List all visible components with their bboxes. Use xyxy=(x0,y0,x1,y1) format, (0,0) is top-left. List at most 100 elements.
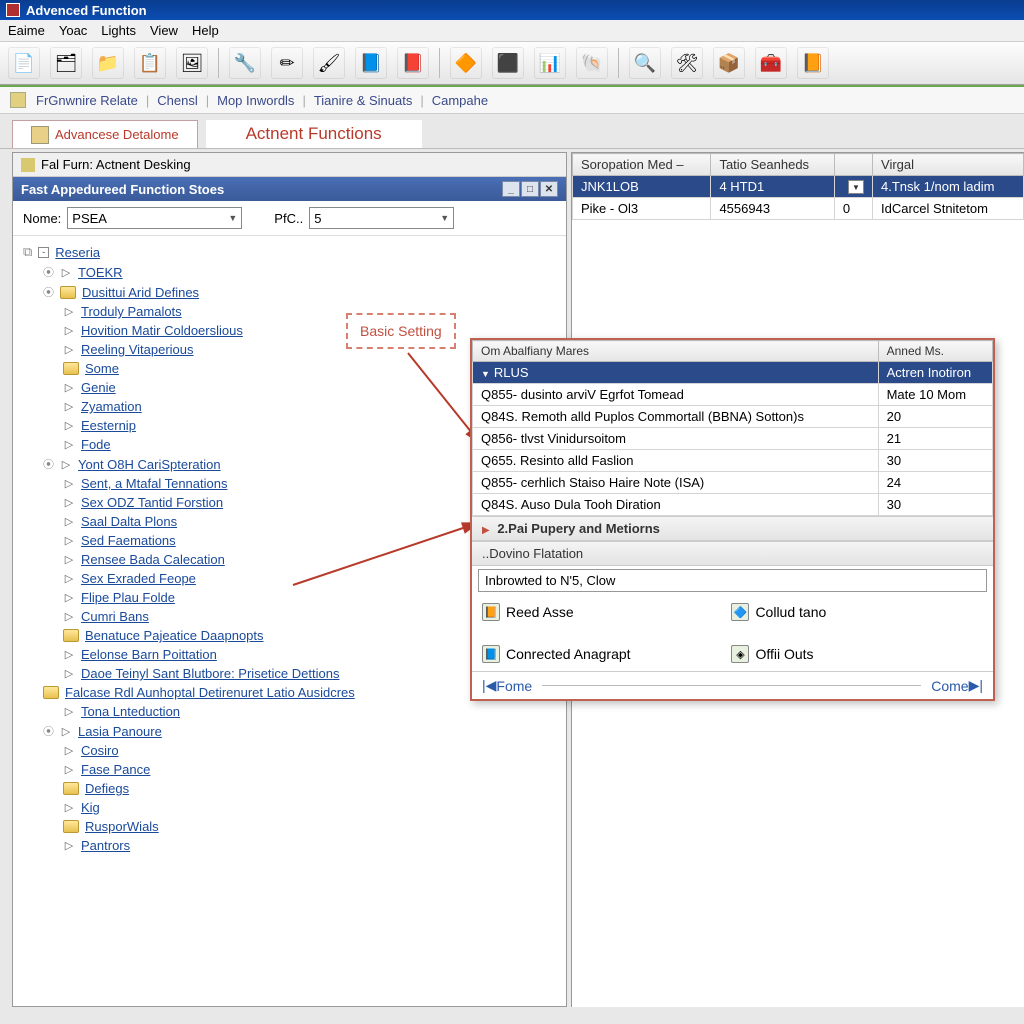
tree-label[interactable]: Dusittui Arid Defines xyxy=(82,285,199,300)
tree-label[interactable]: Sex Exraded Feope xyxy=(81,571,196,586)
nav-prev[interactable]: Fome xyxy=(496,678,532,694)
toolbar-button[interactable]: ⬛ xyxy=(492,47,524,79)
tree-label[interactable]: Reseria xyxy=(55,245,100,260)
tree-label[interactable]: Fase Pance xyxy=(81,762,150,777)
tree-label[interactable]: Rensee Bada Calecation xyxy=(81,552,225,567)
table-row[interactable]: Q856- tlvst Vinidursoitom21 xyxy=(473,428,993,450)
nav-last[interactable]: ▶| xyxy=(969,677,983,694)
tree-item[interactable]: ▷Fase Pance xyxy=(63,760,556,779)
tree-label[interactable]: Flipe Plau Folde xyxy=(81,590,175,605)
nav-first[interactable]: |◀ xyxy=(482,677,496,694)
name-combo[interactable]: PSEA ▼ xyxy=(67,207,242,229)
tree-label[interactable]: Some xyxy=(85,361,119,376)
tree-label[interactable]: Pantrors xyxy=(81,838,130,853)
tab-active[interactable]: Advancese Detalome xyxy=(12,120,198,148)
toolbar-button[interactable]: 📘 xyxy=(355,47,387,79)
toolbar-button[interactable]: 🔶 xyxy=(450,47,482,79)
table-row[interactable]: Pike - Ol345569430IdCarcel Stnitetom xyxy=(573,198,1024,220)
linkbar-link[interactable]: Chensl xyxy=(157,93,197,108)
tree-item[interactable]: ▷Troduly Pamalots xyxy=(63,302,556,321)
toolbar-button[interactable]: 🔧 xyxy=(229,47,261,79)
tree-label[interactable]: Saal Dalta Plons xyxy=(81,514,177,529)
table-row[interactable]: Q655. Resinto alld Faslion30 xyxy=(473,450,993,472)
column-header[interactable]: Tatio Seanheds xyxy=(711,154,834,176)
tab-secondary[interactable]: Actnent Functions xyxy=(206,120,422,148)
tree-label[interactable]: Tona Lnteduction xyxy=(81,704,180,719)
minimize-button[interactable]: _ xyxy=(502,181,520,197)
toolbar-button[interactable]: 🧰 xyxy=(755,47,787,79)
close-button[interactable]: ✕ xyxy=(540,181,558,197)
menu-item[interactable]: Help xyxy=(192,23,219,38)
linkbar-link[interactable]: Campahe xyxy=(432,93,488,108)
linkbar-link[interactable]: Mop Inwordls xyxy=(217,93,294,108)
tree-item[interactable]: Defiegs xyxy=(63,779,556,798)
table-row[interactable]: Q84S. Auso Dula Tooh Diration30 xyxy=(473,494,993,516)
table-row[interactable]: Q855- cerhlich Staiso Haire Note (ISA)24 xyxy=(473,472,993,494)
tree-label[interactable]: Sed Faemations xyxy=(81,533,176,548)
popup-action[interactable]: 🔷Collud tano xyxy=(731,603,956,621)
table-row[interactable]: ▼RLUSActren Inotiron xyxy=(473,362,993,384)
table-row[interactable]: Q84S. Remoth alld Puplos Commortall (BBN… xyxy=(473,406,993,428)
tree-label[interactable]: Genie xyxy=(81,380,116,395)
tree-item[interactable]: ⦿▷TOEKR xyxy=(43,262,556,282)
tree-label[interactable]: Lasia Panoure xyxy=(78,724,162,739)
tree-item[interactable]: ▷Cosiro xyxy=(63,741,556,760)
tree-item[interactable]: ⧉-Reseria xyxy=(23,242,556,262)
toolbar-button[interactable]: 🖌 xyxy=(313,47,345,79)
toolbar-button[interactable]: 🔍 xyxy=(629,47,661,79)
toolbar-button[interactable]: 🐚 xyxy=(576,47,608,79)
tree-label[interactable]: Zyamation xyxy=(81,399,142,414)
tree-label[interactable]: Benatuce Pajeatice Daapnopts xyxy=(85,628,264,643)
tree-label[interactable]: Falcase Rdl Aunhoptal Detirenuret Latio … xyxy=(65,685,355,700)
toolbar-button[interactable]: 📊 xyxy=(534,47,566,79)
tree-label[interactable]: Cumri Bans xyxy=(81,609,149,624)
tree-label[interactable]: Sex ODZ Tantid Forstion xyxy=(81,495,223,510)
tree-item[interactable]: ▷Tona Lnteduction xyxy=(63,702,556,721)
toolbar-button[interactable]: 🖼 xyxy=(176,47,208,79)
results-table[interactable]: Soropation Med –Tatio SeanhedsVirgal JNK… xyxy=(572,153,1024,220)
tree-label[interactable]: RusporWials xyxy=(85,819,159,834)
popup-input[interactable] xyxy=(478,569,987,592)
toolbar-button[interactable]: 🗂 xyxy=(50,47,82,79)
linkbar-link[interactable]: FrGnwnire Relate xyxy=(36,93,138,108)
linkbar-link[interactable]: Tianire & Sinuats xyxy=(314,93,413,108)
tree-label[interactable]: Kig xyxy=(81,800,100,815)
column-header[interactable]: Soropation Med – xyxy=(573,154,711,176)
dropdown-caret-icon[interactable]: ▼ xyxy=(848,180,864,194)
toolbar-button[interactable]: 📙 xyxy=(797,47,829,79)
tree-item[interactable]: ⦿Dusittui Arid Defines xyxy=(43,282,556,302)
tree-label[interactable]: Eelonse Barn Poittation xyxy=(81,647,217,662)
menu-item[interactable]: Yoac xyxy=(59,23,87,38)
column-header[interactable]: Virgal xyxy=(873,154,1024,176)
toolbar-button[interactable]: 📋 xyxy=(134,47,166,79)
column-header[interactable] xyxy=(834,154,872,176)
tree-label[interactable]: Reeling Vitaperious xyxy=(81,342,194,357)
tree-label[interactable]: Daoe Teinyl Sant Blutbore: Prisetice Det… xyxy=(81,666,339,681)
tree-label[interactable]: TOEKR xyxy=(78,265,123,280)
toolbar-button[interactable]: 📄 xyxy=(8,47,40,79)
tree-label[interactable]: Eesternip xyxy=(81,418,136,433)
tree-item[interactable]: RusporWials xyxy=(63,817,556,836)
popup-col-1[interactable]: Om Abalfiany Mares xyxy=(473,341,879,362)
tree-item[interactable]: ⦿▷Lasia Panoure xyxy=(43,721,556,741)
tree-label[interactable]: Cosiro xyxy=(81,743,119,758)
toolbar-button[interactable]: 📕 xyxy=(397,47,429,79)
tree-item[interactable]: ▷Pantrors xyxy=(63,836,556,855)
maximize-button[interactable]: □ xyxy=(521,181,539,197)
tree-expander[interactable]: - xyxy=(38,247,49,258)
nav-next[interactable]: Come xyxy=(931,678,968,694)
tree-label[interactable]: Hovition Matir Coldoerslious xyxy=(81,323,243,338)
menu-item[interactable]: Lights xyxy=(101,23,136,38)
popup-action[interactable]: ◈Offii Outs xyxy=(731,645,956,663)
popup-action[interactable]: 📘Conrected Anagrapt xyxy=(482,645,707,663)
toolbar-button[interactable]: 📦 xyxy=(713,47,745,79)
popup-table[interactable]: Om Abalfiany Mares Anned Ms. ▼RLUSActren… xyxy=(472,340,993,516)
toolbar-button[interactable]: ✏ xyxy=(271,47,303,79)
tree-item[interactable]: ▷Kig xyxy=(63,798,556,817)
menu-item[interactable]: View xyxy=(150,23,178,38)
table-row[interactable]: Q855- dusinto arviV Egrfot TomeadMate 10… xyxy=(473,384,993,406)
tree-label[interactable]: Fode xyxy=(81,437,111,452)
tree-label[interactable]: Troduly Pamalots xyxy=(81,304,182,319)
tree-label[interactable]: Yont O8H CariSpteration xyxy=(78,457,221,472)
toolbar-button[interactable]: 🛠 xyxy=(671,47,703,79)
